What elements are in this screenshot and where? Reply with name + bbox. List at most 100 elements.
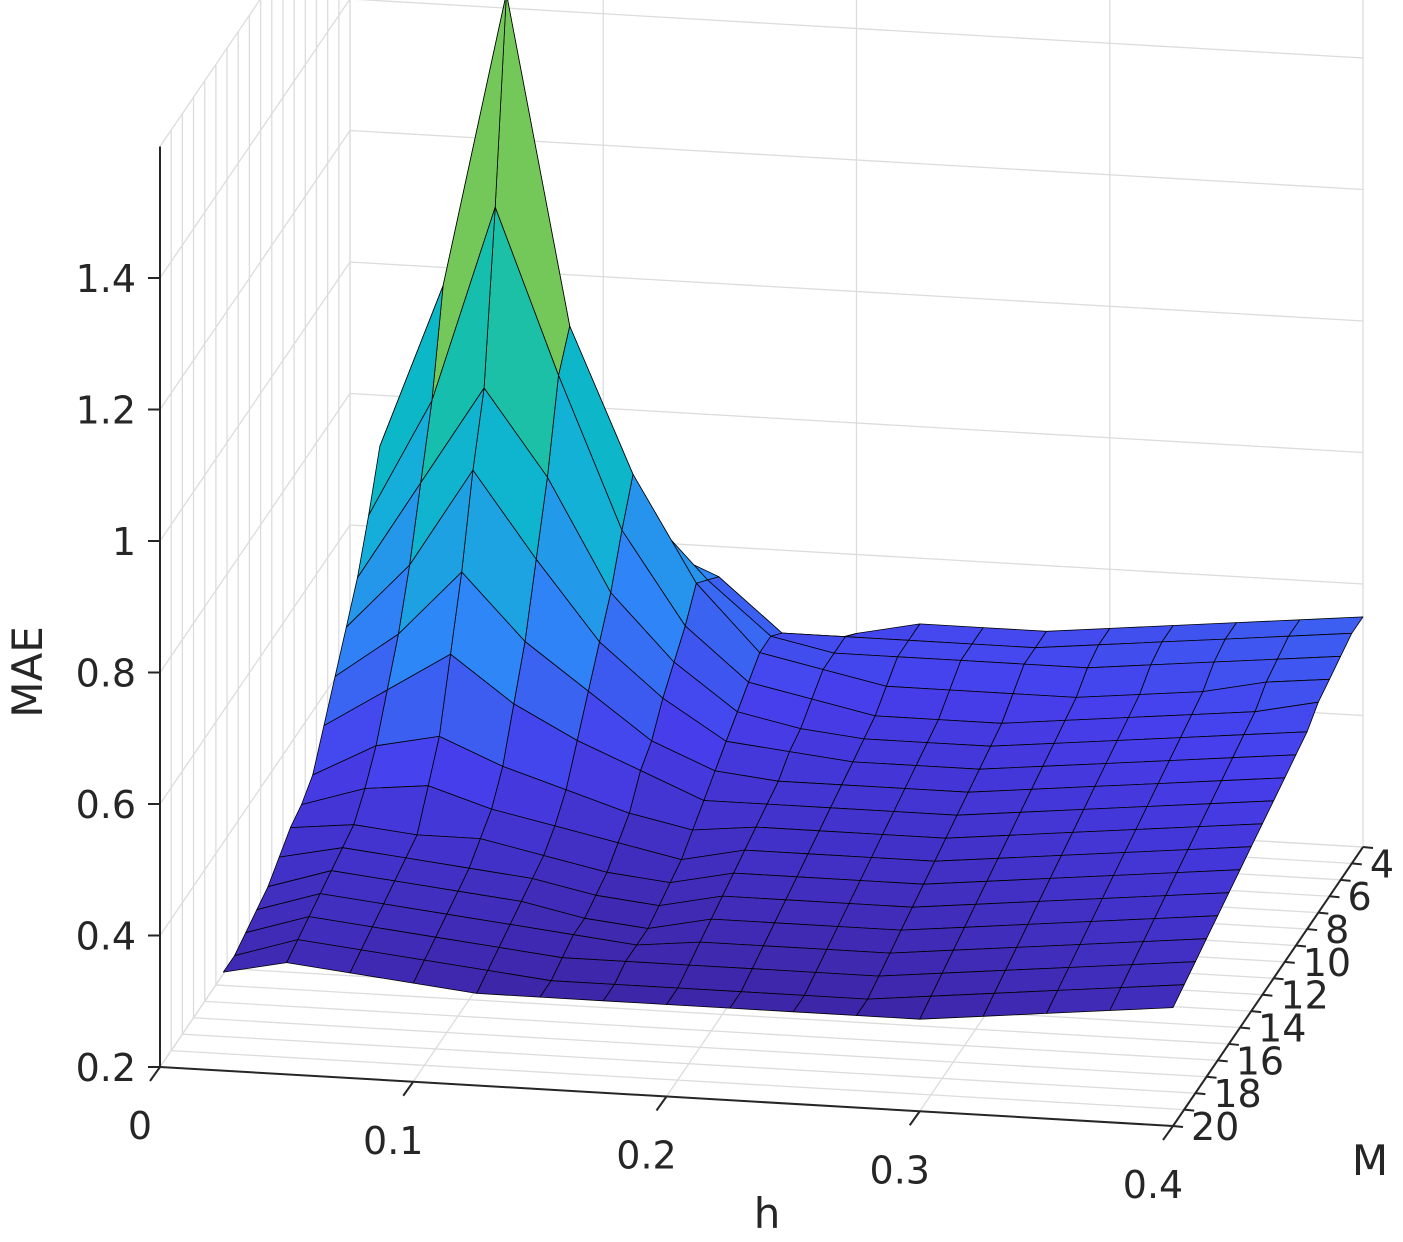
y-tick-mark bbox=[1340, 878, 1351, 882]
surface-cell bbox=[1094, 760, 1170, 787]
y-tick-mark bbox=[1206, 1075, 1217, 1079]
z-tick-label: 1.2 bbox=[76, 389, 136, 433]
x-tick-mark bbox=[655, 1095, 668, 1112]
surface-cell bbox=[1139, 661, 1215, 695]
y-tick-mark bbox=[1217, 1059, 1228, 1063]
surface-cell bbox=[934, 834, 1010, 862]
surface-cell bbox=[1068, 941, 1144, 968]
surface-cell bbox=[1265, 655, 1341, 683]
surface-cell bbox=[949, 660, 1025, 695]
surface-cell bbox=[762, 922, 839, 950]
surface-cell bbox=[986, 855, 1062, 882]
surface-cell bbox=[692, 800, 768, 831]
surface-cell bbox=[1012, 663, 1088, 698]
gridline-left-z bbox=[159, 0, 351, 279]
x-tick-label: 0.3 bbox=[870, 1148, 930, 1192]
surface-cell bbox=[1209, 777, 1286, 805]
y-tick-mark bbox=[1273, 977, 1284, 981]
z-tick-label: 0.2 bbox=[76, 1046, 136, 1090]
surface-cell bbox=[1176, 846, 1252, 873]
y-tick-mark bbox=[1184, 1108, 1195, 1112]
surface-cell bbox=[729, 991, 805, 1013]
surface-cell bbox=[733, 849, 809, 878]
surface-cell bbox=[938, 689, 1014, 724]
surface-cell bbox=[1120, 961, 1196, 988]
surface-cell bbox=[1116, 714, 1193, 741]
surface-cell bbox=[1090, 895, 1166, 922]
surface-cell bbox=[666, 987, 742, 1009]
surface-cell bbox=[677, 964, 753, 993]
surface-cell bbox=[222, 939, 299, 973]
surface-cell bbox=[1221, 754, 1297, 782]
surface-cell bbox=[911, 880, 988, 908]
surface-cell bbox=[818, 807, 895, 835]
x-tick-mark bbox=[908, 1110, 921, 1126]
gridline-left-z bbox=[159, 0, 261, 147]
surface-cell bbox=[688, 941, 764, 970]
y-tick-label: 16 bbox=[1236, 1039, 1284, 1083]
surface-cell bbox=[1075, 664, 1152, 698]
surface-cell bbox=[1276, 632, 1353, 660]
surface-mesh bbox=[222, 0, 1364, 1020]
surface-cell bbox=[871, 834, 947, 862]
y-tick-mark bbox=[1362, 846, 1374, 849]
gridline-floor-m bbox=[193, 1017, 1207, 1078]
surface-cell bbox=[863, 715, 939, 743]
surface-cell bbox=[1042, 740, 1118, 767]
surface-cell bbox=[1232, 731, 1308, 759]
axes bbox=[148, 146, 1374, 1141]
surface-cell bbox=[1105, 737, 1181, 764]
y-tick-mark bbox=[1307, 928, 1318, 932]
surface-cell bbox=[885, 656, 962, 691]
surface-cell bbox=[614, 961, 690, 989]
surface-cell bbox=[1087, 641, 1163, 669]
x-tick-label: 0 bbox=[128, 1104, 152, 1148]
surface-cell bbox=[539, 980, 615, 1002]
surface-cell bbox=[975, 878, 1051, 905]
surface-cell bbox=[1180, 711, 1256, 738]
surface-cell bbox=[956, 788, 1032, 816]
surface-cell bbox=[1060, 829, 1137, 856]
y-tick-mark bbox=[1239, 1026, 1251, 1030]
gridline-left-z bbox=[159, 524, 351, 805]
surface-cell bbox=[878, 949, 954, 977]
surface-cell bbox=[926, 719, 1003, 747]
y-tick-mark bbox=[1228, 1042, 1239, 1046]
gridline-left-z bbox=[159, 261, 351, 542]
surface-cell bbox=[785, 876, 861, 904]
y-tick-mark bbox=[1295, 944, 1307, 948]
surface-cell bbox=[699, 918, 775, 947]
surface-cell bbox=[751, 945, 828, 973]
surface-cell bbox=[1198, 800, 1274, 827]
surface-cell bbox=[919, 992, 995, 1020]
surface-cell bbox=[826, 926, 902, 954]
surface-cell bbox=[889, 926, 965, 954]
surface-cell bbox=[867, 972, 943, 1000]
z-axis-label: MAE bbox=[3, 626, 52, 718]
y-tick-label: 10 bbox=[1303, 941, 1351, 985]
surface-cell bbox=[1057, 964, 1133, 991]
gridline-left-z bbox=[159, 393, 351, 673]
surface-cell bbox=[1109, 984, 1185, 1011]
surface-cell bbox=[893, 788, 969, 816]
surface-cell bbox=[1101, 872, 1178, 899]
surface-cell bbox=[923, 857, 999, 885]
gridline-floor-m bbox=[204, 1000, 1218, 1062]
z-tick-label: 0.6 bbox=[76, 783, 136, 827]
surface-cell bbox=[1027, 898, 1103, 925]
y-tick-mark bbox=[1284, 960, 1295, 964]
surface-cell bbox=[859, 857, 936, 885]
z-tick-label: 0.8 bbox=[76, 652, 136, 696]
surface-cell bbox=[990, 720, 1066, 747]
surface-cell bbox=[904, 765, 980, 793]
surface-cell bbox=[945, 811, 1021, 839]
surface-cell bbox=[967, 765, 1044, 793]
x-tick-mark bbox=[149, 1066, 161, 1082]
y-tick-mark bbox=[1318, 911, 1329, 915]
surface-cell bbox=[837, 903, 913, 931]
surface-cell bbox=[852, 738, 928, 766]
surface-cell bbox=[1213, 635, 1289, 663]
y-tick-mark bbox=[1195, 1092, 1206, 1096]
surface-cell bbox=[710, 895, 787, 924]
